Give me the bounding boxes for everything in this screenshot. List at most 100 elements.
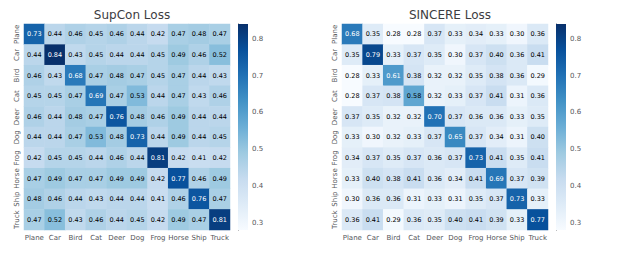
svg-text:0.35: 0.35 (427, 216, 441, 224)
svg-text:Horse: Horse (486, 234, 506, 242)
svg-text:0.35: 0.35 (530, 113, 544, 121)
svg-text:0.8: 0.8 (252, 35, 263, 43)
svg-text:0.47: 0.47 (192, 216, 206, 224)
svg-text:0.35: 0.35 (366, 113, 380, 121)
svg-text:0.40: 0.40 (530, 133, 544, 141)
svg-text:0.44: 0.44 (27, 133, 41, 141)
svg-text:0.36: 0.36 (427, 175, 441, 183)
svg-text:0.37: 0.37 (469, 51, 483, 59)
svg-text:Bird: Bird (13, 69, 21, 83)
svg-text:0.37: 0.37 (366, 154, 380, 162)
svg-text:0.43: 0.43 (212, 72, 226, 80)
svg-text:0.41: 0.41 (407, 175, 421, 183)
svg-text:0.42: 0.42 (171, 154, 185, 162)
svg-text:0.47: 0.47 (68, 175, 82, 183)
svg-text:Plane: Plane (331, 25, 339, 44)
svg-text:Horse: Horse (331, 168, 339, 188)
svg-text:0.81: 0.81 (212, 216, 226, 224)
svg-text:0.35: 0.35 (510, 154, 524, 162)
svg-text:0.44: 0.44 (151, 92, 165, 100)
svg-text:Truck: Truck (331, 210, 339, 230)
svg-text:Dog: Dog (448, 234, 462, 242)
svg-text:Deer: Deer (331, 108, 339, 125)
svg-text:0.49: 0.49 (171, 51, 185, 59)
svg-text:0.41: 0.41 (489, 154, 503, 162)
svg-text:0.33: 0.33 (489, 30, 503, 38)
svg-text:0.48: 0.48 (27, 195, 41, 203)
svg-text:Frog: Frog (150, 234, 165, 242)
svg-text:0.34: 0.34 (448, 175, 462, 183)
svg-text:Car: Car (331, 49, 339, 61)
svg-text:0.49: 0.49 (48, 175, 62, 183)
svg-text:0.3: 0.3 (252, 219, 263, 227)
svg-text:0.30: 0.30 (366, 133, 380, 141)
svg-text:0.44: 0.44 (130, 154, 144, 162)
svg-text:0.33: 0.33 (448, 30, 462, 38)
svg-text:0.37: 0.37 (489, 195, 503, 203)
svg-text:0.44: 0.44 (109, 195, 123, 203)
svg-text:0.40: 0.40 (448, 216, 462, 224)
svg-text:0.37: 0.37 (407, 154, 421, 162)
svg-text:Dog: Dog (130, 234, 144, 242)
svg-text:0.32: 0.32 (386, 133, 400, 141)
svg-text:0.41: 0.41 (151, 195, 165, 203)
svg-text:0.38: 0.38 (386, 92, 400, 100)
svg-text:0.28: 0.28 (345, 72, 359, 80)
svg-text:0.32: 0.32 (407, 113, 421, 121)
svg-text:0.47: 0.47 (27, 216, 41, 224)
svg-text:0.36: 0.36 (510, 72, 524, 80)
svg-text:Horse: Horse (168, 234, 188, 242)
svg-text:0.47: 0.47 (171, 72, 185, 80)
svg-text:SupCon Loss: SupCon Loss (94, 8, 170, 22)
svg-text:0.33: 0.33 (386, 51, 400, 59)
svg-text:0.36: 0.36 (489, 113, 503, 121)
svg-text:0.43: 0.43 (48, 72, 62, 80)
svg-text:0.35: 0.35 (366, 30, 380, 38)
svg-text:0.31: 0.31 (407, 195, 421, 203)
svg-text:0.41: 0.41 (469, 216, 483, 224)
svg-text:0.46: 0.46 (109, 30, 123, 38)
svg-text:0.45: 0.45 (48, 154, 62, 162)
svg-text:0.47: 0.47 (89, 175, 103, 183)
svg-text:0.46: 0.46 (27, 113, 41, 121)
svg-text:0.29: 0.29 (530, 72, 544, 80)
svg-text:0.47: 0.47 (212, 195, 226, 203)
svg-text:0.35: 0.35 (469, 72, 483, 80)
svg-text:0.42: 0.42 (151, 216, 165, 224)
svg-text:Deer: Deer (426, 234, 443, 242)
svg-text:0.45: 0.45 (89, 51, 103, 59)
svg-text:0.76: 0.76 (109, 113, 123, 121)
svg-text:0.35: 0.35 (345, 51, 359, 59)
svg-text:Dog: Dog (13, 130, 21, 144)
svg-text:0.36: 0.36 (366, 195, 380, 203)
svg-text:0.6: 0.6 (252, 108, 264, 116)
svg-text:0.44: 0.44 (68, 195, 82, 203)
svg-text:0.49: 0.49 (171, 133, 185, 141)
svg-text:0.32: 0.32 (386, 113, 400, 121)
svg-text:0.33: 0.33 (530, 195, 544, 203)
svg-text:Plane: Plane (13, 25, 21, 44)
svg-text:0.8: 0.8 (570, 35, 581, 43)
svg-text:0.47: 0.47 (171, 30, 185, 38)
svg-text:0.37: 0.37 (510, 175, 524, 183)
svg-text:0.36: 0.36 (345, 216, 359, 224)
svg-text:0.46: 0.46 (192, 175, 206, 183)
svg-text:0.32: 0.32 (427, 92, 441, 100)
svg-text:0.41: 0.41 (469, 175, 483, 183)
svg-text:0.44: 0.44 (48, 133, 62, 141)
svg-text:0.28: 0.28 (386, 30, 400, 38)
svg-text:Ship: Ship (13, 191, 21, 207)
svg-text:0.45: 0.45 (212, 133, 226, 141)
svg-text:0.28: 0.28 (407, 30, 421, 38)
svg-text:0.32: 0.32 (427, 72, 441, 80)
svg-text:0.37: 0.37 (345, 113, 359, 121)
svg-text:0.36: 0.36 (469, 113, 483, 121)
svg-text:Cat: Cat (90, 234, 102, 242)
svg-text:0.45: 0.45 (130, 216, 144, 224)
svg-text:0.79: 0.79 (366, 51, 380, 59)
svg-text:Deer: Deer (13, 108, 21, 125)
svg-text:0.33: 0.33 (366, 72, 380, 80)
svg-text:0.33: 0.33 (510, 216, 524, 224)
svg-text:0.29: 0.29 (386, 216, 400, 224)
svg-text:0.44: 0.44 (89, 154, 103, 162)
